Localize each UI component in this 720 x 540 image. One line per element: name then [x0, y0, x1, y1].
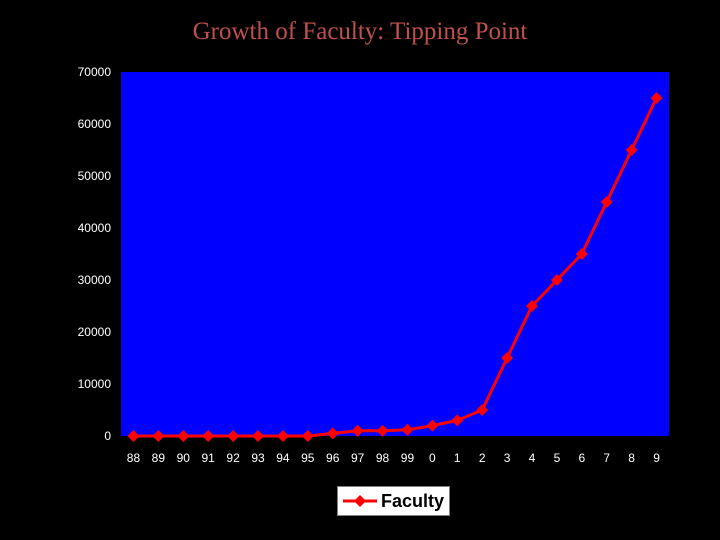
- data-point-faculty: [600, 196, 613, 208]
- chart-title: Growth of Faculty: Tipping Point: [192, 18, 528, 45]
- data-point-faculty: [202, 430, 215, 442]
- x-tick-label: 0: [429, 451, 436, 465]
- x-tick-label: 4: [529, 451, 536, 465]
- data-point-faculty: [575, 248, 588, 260]
- series-line-faculty: [133, 97, 658, 438]
- x-tick-label: 96: [326, 451, 340, 465]
- x-tick-label: 89: [152, 451, 166, 465]
- x-tick-label: 99: [401, 451, 415, 465]
- x-tick-label: 6: [578, 451, 585, 465]
- x-tick-label: 94: [276, 451, 290, 465]
- y-tick-label: 10000: [78, 377, 112, 391]
- data-point-faculty: [401, 423, 414, 436]
- y-tick-label: 0: [104, 429, 111, 443]
- data-point-faculty: [550, 274, 563, 286]
- x-tick-label: 95: [301, 451, 315, 465]
- x-axis: 88 89 90 91 92 93 94 95 96 97 98 99 0 1 2 3 4 5 6 7 8 9: [127, 451, 660, 465]
- data-point-faculty: [501, 352, 514, 364]
- x-tick-label: 98: [376, 451, 390, 465]
- y-tick-label: 60000: [78, 117, 112, 131]
- data-point-faculty: [227, 430, 240, 442]
- data-point-faculty: [526, 300, 538, 312]
- data-point-faculty: [152, 430, 165, 442]
- x-tick-label: 97: [351, 451, 365, 465]
- y-axis: 0 10000 20000 30000 40000 50000 60000 70000: [78, 65, 112, 443]
- data-point-faculty: [252, 430, 264, 442]
- x-tick-label: 92: [226, 451, 240, 465]
- y-tick-label: 70000: [78, 65, 112, 79]
- data-point-faculty: [650, 92, 663, 104]
- x-tick-label: 3: [504, 451, 511, 465]
- data-point-faculty: [451, 414, 464, 427]
- y-tick-label: 20000: [78, 325, 112, 339]
- data-point-faculty: [625, 144, 638, 156]
- data-point-faculty: [326, 427, 339, 440]
- data-point-faculty: [426, 419, 439, 432]
- data-point-faculty: [177, 430, 190, 442]
- data-point-faculty: [351, 424, 364, 437]
- x-tick-label: 5: [554, 451, 561, 465]
- x-tick-label: 93: [251, 451, 265, 465]
- data-point-faculty: [301, 430, 314, 442]
- data-point-faculty: [276, 430, 289, 442]
- x-tick-label: 88: [127, 451, 141, 465]
- y-tick-label: 30000: [78, 273, 112, 287]
- x-tick-label: 90: [177, 451, 191, 465]
- x-tick-label: 2: [479, 451, 486, 465]
- data-point-faculty: [127, 430, 140, 442]
- series-markers: [127, 92, 663, 442]
- legend: Faculty: [337, 486, 450, 516]
- data-point-faculty: [376, 424, 389, 437]
- y-tick-label: 50000: [78, 169, 112, 183]
- legend-swatch-faculty: [343, 495, 377, 507]
- data-point-faculty: [476, 404, 489, 416]
- x-tick-label: 91: [202, 451, 216, 465]
- legend-label-faculty: Faculty: [381, 490, 445, 511]
- x-tick-label: 8: [628, 451, 635, 465]
- x-tick-label: 9: [653, 451, 660, 465]
- y-tick-label: 40000: [78, 221, 112, 235]
- x-tick-label: 7: [603, 451, 610, 465]
- x-tick-label: 1: [454, 451, 461, 465]
